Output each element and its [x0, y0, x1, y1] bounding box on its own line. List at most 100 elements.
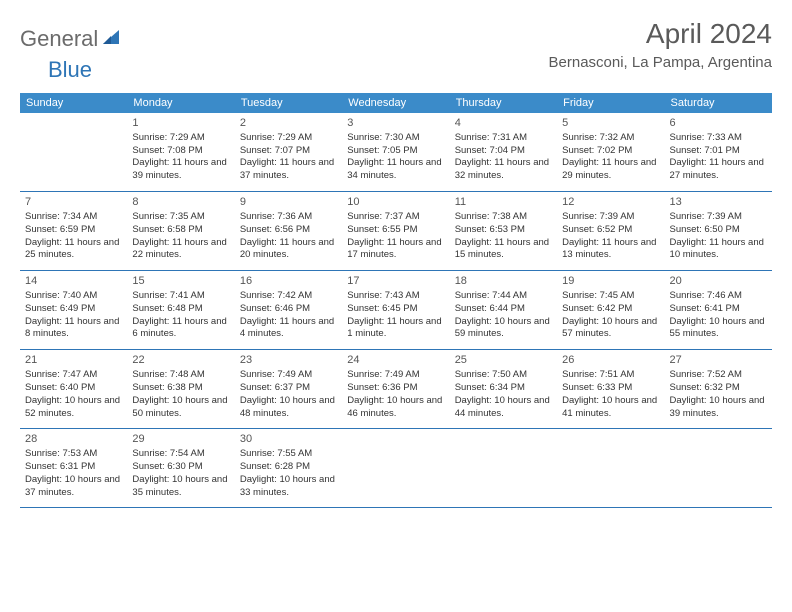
daylight-line: Daylight: 11 hours and 22 minutes. [132, 237, 229, 263]
day-number: 17 [347, 274, 444, 289]
day-number: 6 [670, 116, 767, 131]
calendar-day-cell: 13Sunrise: 7:39 AMSunset: 6:50 PMDayligh… [665, 192, 772, 271]
sunrise-line: Sunrise: 7:49 AM [240, 369, 337, 382]
day-number: 21 [25, 353, 122, 368]
day-number: 25 [455, 353, 552, 368]
calendar-day-cell: 7Sunrise: 7:34 AMSunset: 6:59 PMDaylight… [20, 192, 127, 271]
day-number: 2 [240, 116, 337, 131]
sunrise-line: Sunrise: 7:40 AM [25, 290, 122, 303]
sunset-line: Sunset: 6:33 PM [562, 382, 659, 395]
day-number: 9 [240, 195, 337, 210]
logo: General [20, 18, 123, 52]
sunrise-line: Sunrise: 7:38 AM [455, 211, 552, 224]
calendar-day-cell: 1Sunrise: 7:29 AMSunset: 7:08 PMDaylight… [127, 113, 234, 192]
daylight-line: Daylight: 11 hours and 13 minutes. [562, 237, 659, 263]
daylight-line: Daylight: 10 hours and 33 minutes. [240, 474, 337, 500]
daylight-line: Daylight: 11 hours and 32 minutes. [455, 157, 552, 183]
weekday-header: Friday [557, 93, 664, 113]
calendar-table: SundayMondayTuesdayWednesdayThursdayFrid… [20, 93, 772, 508]
sunrise-line: Sunrise: 7:50 AM [455, 369, 552, 382]
daylight-line: Daylight: 11 hours and 25 minutes. [25, 237, 122, 263]
daylight-line: Daylight: 10 hours and 41 minutes. [562, 395, 659, 421]
calendar-day-cell: 4Sunrise: 7:31 AMSunset: 7:04 PMDaylight… [450, 113, 557, 192]
calendar-page: General April 2024 Bernasconi, La Pampa,… [0, 0, 792, 526]
calendar-day-cell: 22Sunrise: 7:48 AMSunset: 6:38 PMDayligh… [127, 350, 234, 429]
calendar-day-cell: 21Sunrise: 7:47 AMSunset: 6:40 PMDayligh… [20, 350, 127, 429]
sunrise-line: Sunrise: 7:29 AM [132, 132, 229, 145]
sunrise-line: Sunrise: 7:54 AM [132, 448, 229, 461]
sunset-line: Sunset: 6:42 PM [562, 303, 659, 316]
sunset-line: Sunset: 7:05 PM [347, 145, 444, 158]
day-number: 30 [240, 432, 337, 447]
calendar-day-cell: 26Sunrise: 7:51 AMSunset: 6:33 PMDayligh… [557, 350, 664, 429]
day-number: 14 [25, 274, 122, 289]
calendar-empty-cell [665, 429, 772, 508]
daylight-line: Daylight: 11 hours and 39 minutes. [132, 157, 229, 183]
daylight-line: Daylight: 11 hours and 8 minutes. [25, 316, 122, 342]
sunset-line: Sunset: 6:34 PM [455, 382, 552, 395]
sunrise-line: Sunrise: 7:33 AM [670, 132, 767, 145]
day-number: 3 [347, 116, 444, 131]
daylight-line: Daylight: 11 hours and 15 minutes. [455, 237, 552, 263]
daylight-line: Daylight: 10 hours and 37 minutes. [25, 474, 122, 500]
calendar-day-cell: 30Sunrise: 7:55 AMSunset: 6:28 PMDayligh… [235, 429, 342, 508]
logo-text-general: General [20, 26, 98, 52]
sunset-line: Sunset: 6:49 PM [25, 303, 122, 316]
logo-sail-icon [101, 28, 121, 51]
daylight-line: Daylight: 11 hours and 20 minutes. [240, 237, 337, 263]
sunrise-line: Sunrise: 7:55 AM [240, 448, 337, 461]
daylight-line: Daylight: 10 hours and 55 minutes. [670, 316, 767, 342]
sunset-line: Sunset: 6:59 PM [25, 224, 122, 237]
daylight-line: Daylight: 11 hours and 1 minute. [347, 316, 444, 342]
day-number: 4 [455, 116, 552, 131]
calendar-day-cell: 25Sunrise: 7:50 AMSunset: 6:34 PMDayligh… [450, 350, 557, 429]
calendar-day-cell: 9Sunrise: 7:36 AMSunset: 6:56 PMDaylight… [235, 192, 342, 271]
day-number: 20 [670, 274, 767, 289]
sunrise-line: Sunrise: 7:31 AM [455, 132, 552, 145]
sunrise-line: Sunrise: 7:30 AM [347, 132, 444, 145]
day-number: 26 [562, 353, 659, 368]
weekday-header: Monday [127, 93, 234, 113]
calendar-empty-cell [20, 113, 127, 192]
calendar-day-cell: 24Sunrise: 7:49 AMSunset: 6:36 PMDayligh… [342, 350, 449, 429]
sunset-line: Sunset: 6:48 PM [132, 303, 229, 316]
sunset-line: Sunset: 6:28 PM [240, 461, 337, 474]
day-number: 12 [562, 195, 659, 210]
sunset-line: Sunset: 6:36 PM [347, 382, 444, 395]
sunset-line: Sunset: 6:31 PM [25, 461, 122, 474]
calendar-day-cell: 28Sunrise: 7:53 AMSunset: 6:31 PMDayligh… [20, 429, 127, 508]
sunrise-line: Sunrise: 7:39 AM [562, 211, 659, 224]
calendar-week-row: 1Sunrise: 7:29 AMSunset: 7:08 PMDaylight… [20, 113, 772, 192]
calendar-week-row: 28Sunrise: 7:53 AMSunset: 6:31 PMDayligh… [20, 429, 772, 508]
calendar-day-cell: 11Sunrise: 7:38 AMSunset: 6:53 PMDayligh… [450, 192, 557, 271]
sunset-line: Sunset: 6:32 PM [670, 382, 767, 395]
day-number: 8 [132, 195, 229, 210]
calendar-body: 1Sunrise: 7:29 AMSunset: 7:08 PMDaylight… [20, 113, 772, 508]
sunset-line: Sunset: 7:04 PM [455, 145, 552, 158]
calendar-day-cell: 23Sunrise: 7:49 AMSunset: 6:37 PMDayligh… [235, 350, 342, 429]
calendar-day-cell: 10Sunrise: 7:37 AMSunset: 6:55 PMDayligh… [342, 192, 449, 271]
day-number: 19 [562, 274, 659, 289]
daylight-line: Daylight: 10 hours and 46 minutes. [347, 395, 444, 421]
sunrise-line: Sunrise: 7:36 AM [240, 211, 337, 224]
weekday-header: Sunday [20, 93, 127, 113]
daylight-line: Daylight: 11 hours and 6 minutes. [132, 316, 229, 342]
sunrise-line: Sunrise: 7:32 AM [562, 132, 659, 145]
month-title: April 2024 [549, 18, 772, 50]
day-number: 1 [132, 116, 229, 131]
calendar-day-cell: 3Sunrise: 7:30 AMSunset: 7:05 PMDaylight… [342, 113, 449, 192]
calendar-header-row: SundayMondayTuesdayWednesdayThursdayFrid… [20, 93, 772, 113]
calendar-day-cell: 6Sunrise: 7:33 AMSunset: 7:01 PMDaylight… [665, 113, 772, 192]
calendar-day-cell: 12Sunrise: 7:39 AMSunset: 6:52 PMDayligh… [557, 192, 664, 271]
sunrise-line: Sunrise: 7:53 AM [25, 448, 122, 461]
sunrise-line: Sunrise: 7:45 AM [562, 290, 659, 303]
day-number: 16 [240, 274, 337, 289]
day-number: 23 [240, 353, 337, 368]
daylight-line: Daylight: 10 hours and 52 minutes. [25, 395, 122, 421]
daylight-line: Daylight: 10 hours and 39 minutes. [670, 395, 767, 421]
calendar-week-row: 7Sunrise: 7:34 AMSunset: 6:59 PMDaylight… [20, 192, 772, 271]
day-number: 11 [455, 195, 552, 210]
weekday-header: Thursday [450, 93, 557, 113]
day-number: 13 [670, 195, 767, 210]
day-number: 28 [25, 432, 122, 447]
